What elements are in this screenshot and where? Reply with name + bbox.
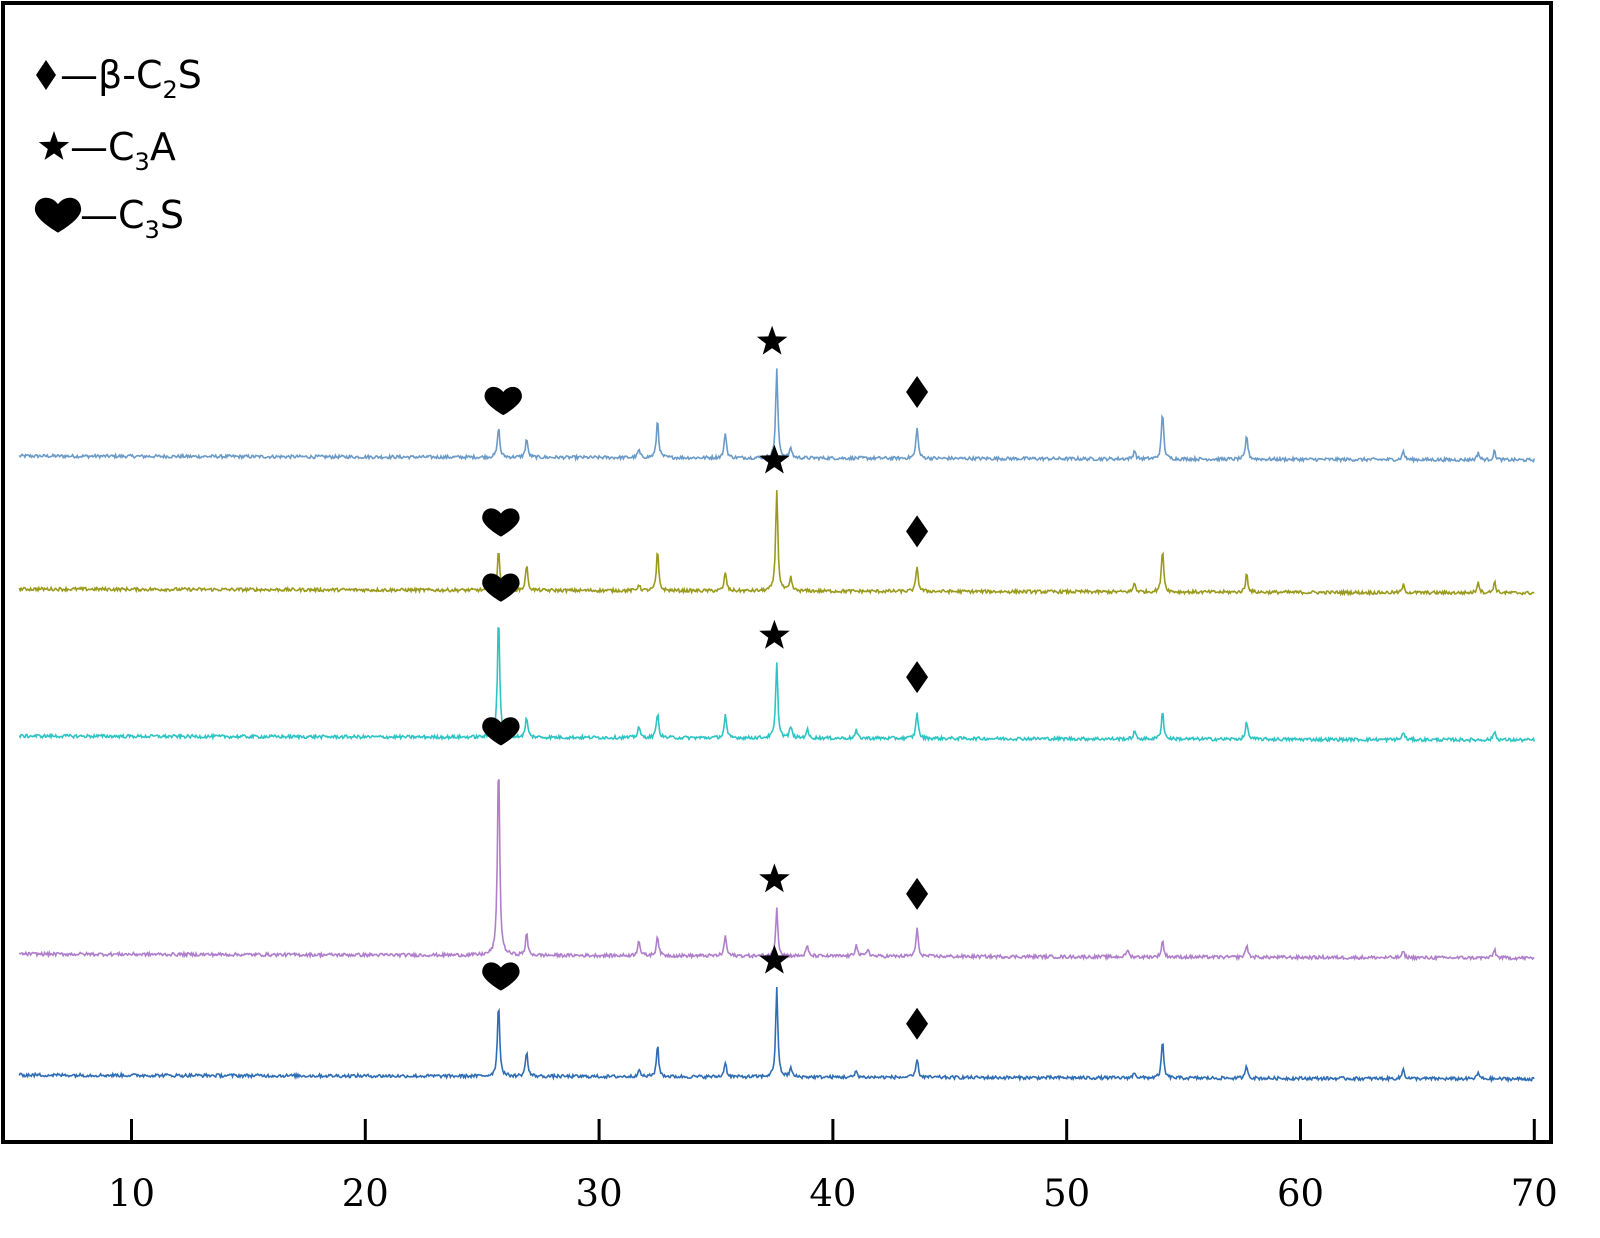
x-tick-label: 50 xyxy=(1043,1172,1090,1215)
diamond-icon xyxy=(36,60,56,90)
legend-label-c3s: —C3S xyxy=(80,193,184,244)
star-icon xyxy=(759,619,790,649)
star-icon xyxy=(38,131,70,160)
x-tick-label: 60 xyxy=(1277,1172,1324,1215)
xrd-series-line xyxy=(18,490,1535,597)
x-tick-label: 40 xyxy=(809,1172,856,1215)
diamond-icon xyxy=(906,877,929,910)
plot-frame xyxy=(1,1,1553,1144)
star-icon xyxy=(759,444,790,474)
diamond-icon xyxy=(906,1007,929,1040)
legend-label-beta-c2s: —β-C2S xyxy=(60,53,202,104)
star-icon xyxy=(759,944,790,974)
heart-icon xyxy=(482,962,520,991)
x-axis: 10 20 30 40 50 60 70 xyxy=(108,1119,1558,1215)
heart-icon xyxy=(34,197,82,233)
xrd-series-line xyxy=(18,986,1535,1084)
diamond-icon xyxy=(906,515,929,548)
legend: —β-C2S —C3A —C3S xyxy=(34,53,202,244)
star-icon xyxy=(756,325,788,355)
phase-marker-layer xyxy=(482,325,929,1040)
x-tick-label: 20 xyxy=(342,1172,389,1215)
series-layer xyxy=(18,368,1536,1084)
heart-icon xyxy=(482,573,520,602)
x-tick-label: 10 xyxy=(108,1172,155,1215)
legend-item-c3s: —C3S xyxy=(34,193,184,244)
x-tick-label: 70 xyxy=(1511,1172,1558,1215)
xrd-series-line xyxy=(18,779,1535,962)
x-tick-label: 30 xyxy=(576,1172,623,1215)
xrd-series-line xyxy=(18,626,1536,744)
heart-icon xyxy=(482,717,520,746)
diamond-icon xyxy=(906,661,929,694)
xrd-series-line xyxy=(18,368,1536,464)
legend-item-beta-c2s: —β-C2S xyxy=(36,53,202,104)
legend-label-c3a: —C3A xyxy=(70,125,176,176)
star-icon xyxy=(759,863,790,893)
legend-item-c3a: —C3A xyxy=(38,125,176,176)
diamond-icon xyxy=(906,376,929,408)
heart-icon xyxy=(484,386,522,416)
heart-icon xyxy=(482,508,520,537)
